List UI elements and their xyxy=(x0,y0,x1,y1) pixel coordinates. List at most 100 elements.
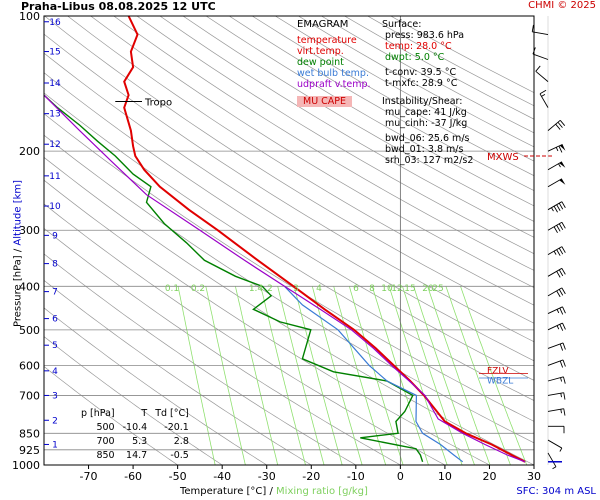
y-axis-title-pres: Pressure [hPa] / xyxy=(12,248,24,328)
wind-barb-feather xyxy=(556,271,561,278)
table-header: T xyxy=(141,408,148,419)
wind-barb xyxy=(547,306,566,315)
y-tick-label: 100 xyxy=(19,10,40,23)
y-axis-title-alt: Altitude [km] xyxy=(12,179,24,246)
mu-cape-badge: MU CAPE xyxy=(297,96,353,107)
altitude-label: 7 xyxy=(52,288,58,298)
wind-barb-feather xyxy=(562,306,566,314)
mixing-ratio-label: 3 xyxy=(293,284,299,294)
wind-barb xyxy=(548,425,565,434)
wbzl-label: WBZL xyxy=(487,376,513,386)
wind-barb-feather xyxy=(535,65,541,72)
table-cell: 2.8 xyxy=(173,436,189,447)
mixing-ratio-line xyxy=(388,286,448,465)
mixing-ratio-label: 25 xyxy=(432,284,443,294)
wind-barb-flag xyxy=(559,144,566,151)
wind-barb xyxy=(547,359,566,368)
wind-barb-feather xyxy=(556,225,561,232)
x-tick-label: 10 xyxy=(438,470,452,483)
wind-barb xyxy=(547,267,566,278)
table-row: 850 14.7 -0.5 xyxy=(78,450,192,462)
chart-title: Praha-Libus 08.08.2025 12 UTC xyxy=(21,0,216,13)
table-cell: -10.4 xyxy=(122,422,148,433)
surface-panel: Surface: press: 983.6 hPa temp: 28.0 °C … xyxy=(382,19,473,166)
y-tick-label: 400 xyxy=(19,280,40,293)
surface-title: Surface: xyxy=(382,19,422,30)
table-header-row: p [hPa] T Td [°C] xyxy=(78,408,192,420)
wind-barb-feather xyxy=(561,201,566,208)
wind-barb-feather xyxy=(561,268,566,275)
wind-barb-shaft xyxy=(547,287,563,297)
plot-area xyxy=(44,16,534,465)
wind-barb xyxy=(547,287,566,298)
wind-barb-half xyxy=(541,94,546,97)
x-axis-title: Temperature [°C] / Mixing ratio [g/kg] xyxy=(180,486,368,497)
wind-barb xyxy=(547,161,566,171)
mu-cinh-value: mu_cinh: -37 J/kg xyxy=(385,118,468,129)
wind-barb-feather xyxy=(558,269,564,277)
wind-barb-feather xyxy=(531,24,534,32)
mixing-ratio-label: 0.1 xyxy=(165,284,179,294)
dry-adiabat xyxy=(90,16,534,288)
wind-barb-shaft xyxy=(539,93,549,108)
wind-barb-feather xyxy=(553,226,558,234)
mixing-ratio-label: 1.4 xyxy=(249,284,264,294)
table-cell: 850 xyxy=(96,450,115,461)
wind-barb-feather xyxy=(562,359,566,367)
bwd06-value: bwd_06: 25.6 m/s xyxy=(385,133,470,144)
wind-barb-half xyxy=(552,466,557,470)
altitude-label: 16 xyxy=(49,18,61,28)
wind-barb-feather xyxy=(559,120,566,126)
wind-barb-half xyxy=(559,447,563,452)
wind-barb xyxy=(547,246,566,256)
mixing-ratio-label: 2 xyxy=(267,284,273,294)
altitude-label: 2 xyxy=(52,416,58,426)
wind-barb-feather xyxy=(561,246,566,253)
tropo-label: Tropo xyxy=(144,97,172,108)
x-axis-title-mix: Mixing ratio [g/kg] xyxy=(276,486,368,497)
wind-barb-feather xyxy=(561,222,566,229)
y-tick-label: 850 xyxy=(19,427,40,440)
altitude-label: 6 xyxy=(52,315,58,325)
dry-adiabat xyxy=(44,113,534,422)
mixing-ratio-label: 4 xyxy=(316,284,322,294)
wind-barb xyxy=(531,24,549,36)
dry-adiabat xyxy=(44,203,446,465)
wind-barb-shaft xyxy=(547,452,557,468)
wind-barb-feather xyxy=(558,202,564,210)
wind-barb-feather xyxy=(556,249,561,256)
y-tick-label: 200 xyxy=(19,145,40,158)
wind-barb xyxy=(547,342,566,351)
x-tick-label: -30 xyxy=(258,470,276,483)
x-tick-label: -70 xyxy=(80,470,98,483)
mixing-ratio-line xyxy=(235,286,279,465)
legend-item-temperature: temperature xyxy=(297,35,357,46)
legend-title: EMAGRAM xyxy=(297,19,349,30)
mxws-label: MXWS xyxy=(487,152,519,163)
wind-barb-half xyxy=(555,147,559,152)
wind-barb-feather xyxy=(562,342,566,350)
wind-barb-feather xyxy=(562,322,566,330)
x-tick-label: 30 xyxy=(527,470,541,483)
altitude-label: 8 xyxy=(52,260,58,270)
dry-adiabat xyxy=(136,16,534,255)
table-cell: 5.3 xyxy=(132,436,148,447)
wind-barb-feather xyxy=(556,204,561,211)
instability-title: Instability/Shear: xyxy=(382,96,463,107)
wind-barb-feather xyxy=(563,408,566,416)
wind-barb-shaft xyxy=(547,119,561,131)
wind-barb xyxy=(547,322,566,331)
x-tick-label: -60 xyxy=(124,470,142,483)
wind-barb-half xyxy=(551,207,554,212)
dry-adiabat xyxy=(159,16,534,238)
mixing-ratio-line xyxy=(293,286,343,465)
wind-barb-feather xyxy=(559,307,564,315)
dry-adiabat xyxy=(44,134,534,444)
legend-item-virt-temp: virt.temp. xyxy=(297,46,344,57)
wind-barb xyxy=(547,439,563,452)
surface-dwpt: dwpt: 5.0 °C xyxy=(385,52,445,63)
surface-tconv: t-conv: 39.5 °C xyxy=(385,67,457,78)
y-tick-label: 600 xyxy=(19,359,40,372)
wind-barb-feather xyxy=(561,287,566,295)
